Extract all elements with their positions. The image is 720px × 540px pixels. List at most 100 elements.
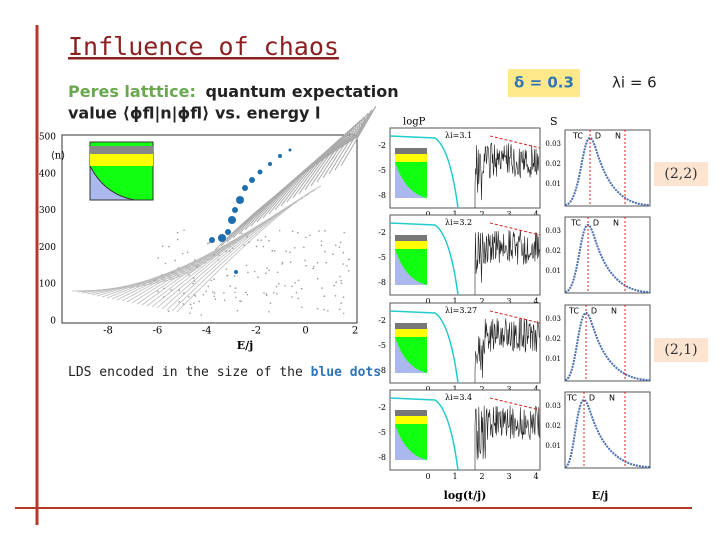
scatter-dot [218,254,220,256]
scatter-dot [229,250,231,252]
scatter-dot [266,294,268,296]
row-lambda: λi=3.2 [445,218,472,227]
mini-band [395,235,427,241]
s-x-label: E/j [592,489,608,502]
scatter-dot [189,312,191,314]
scatter-dot [266,267,268,269]
x-tick-label: -2 [251,326,261,337]
scatter-dot [183,229,185,231]
curve [281,135,357,206]
time-ytick: -5 [378,166,386,175]
scatter-dot [162,245,164,247]
scatter-dot [163,296,165,298]
scatter-dot [153,280,155,282]
blue-dot [242,185,248,191]
s-ytick: 0.03 [545,227,561,235]
scatter-dot [257,239,259,241]
blue-dot [225,229,231,235]
scatter-dot [243,245,245,247]
scatter-dot [277,271,279,273]
curve [172,190,315,311]
scatter-dot [340,302,342,304]
scatter-dot [290,261,292,263]
scatter-dot [317,278,319,280]
caption-highlight: blue dots [311,365,381,380]
scatter-dot [179,290,181,292]
x-axis-label: E/j [237,339,253,352]
time-xtick: 2 [479,472,484,481]
tag: (2,1) [664,342,697,358]
time-ytick: -5 [378,341,386,350]
row-lambda: λi=3.4 [445,393,472,402]
scatter-dot [268,269,270,271]
blue-dot [236,196,244,204]
scatter-dot [348,259,350,261]
slide-title: Influence of chaos [68,32,339,61]
mini-band [395,416,427,424]
scatter-dot [324,230,326,232]
time-ytick: -2 [378,141,386,150]
scatter-dot [187,252,189,254]
curve [257,137,357,222]
s-ytick: 0.02 [545,160,561,168]
y-tick-label: 0 [50,317,56,327]
scatter-dot [174,260,176,262]
scatter-dot [339,276,341,278]
time-xtick: 4 [533,472,538,481]
scatter-dot [212,291,214,293]
scatter-dot [333,285,335,287]
scatter-dot [296,292,298,294]
blue-dot [249,177,255,183]
x-tick-label: 2 [352,326,358,337]
inset-band [90,154,153,166]
scatter-dot [200,314,202,316]
scatter-dot [190,304,192,306]
scatter-dot [248,241,250,243]
time-xtick: 3 [506,472,511,481]
scatter-dot [339,246,341,248]
scatter-dot [183,292,185,294]
scatter-dot [168,246,170,248]
blue-dot [234,270,238,274]
mini-band [395,410,427,416]
scatter-dot [168,310,170,312]
s-ytick: 0.01 [545,267,561,275]
scatter-dot [335,295,337,297]
scatter-dot [268,311,270,313]
s-ytick: 0.03 [545,402,561,410]
caption-text: LDS encoded in the size of the [68,365,303,380]
scatter-dot [183,303,185,305]
delta-label: δ = 0.3 [514,74,574,92]
scatter-dot [263,292,265,294]
scatter-dot [265,236,267,238]
s-marker: TC [570,219,581,228]
scatter-dot [182,253,184,255]
scatter-dot [294,247,296,249]
panel-header: logP [403,117,426,128]
scatter-dot [335,244,337,246]
scatter-dot [335,281,337,283]
mini-band [395,323,427,329]
s-ytick: 0.03 [545,315,561,323]
time-ytick: -2 [378,403,386,412]
scatter-dot [226,250,228,252]
caption: LDS encoded in the size of the blue dots [68,365,381,380]
s-marker: D [591,307,597,316]
s-ytick: 0.01 [545,355,561,363]
scatter-dot [177,232,179,234]
scatter-dot [193,277,195,279]
scatter-dot [342,263,344,265]
s-marker: N [615,132,621,141]
scatter-dot [218,259,220,261]
scatter-dot [229,285,231,287]
scatter-dot [321,244,323,246]
s-ytick: 0.01 [545,442,561,450]
time-xtick: 1 [452,472,457,481]
scatter-dot [157,257,159,259]
scatter-dot [298,279,300,281]
scatter-dot [304,260,306,262]
s-marker: D [595,132,601,141]
scatter-dot [324,295,326,297]
scatter-dot [265,273,267,275]
scatter-dot [339,309,341,311]
